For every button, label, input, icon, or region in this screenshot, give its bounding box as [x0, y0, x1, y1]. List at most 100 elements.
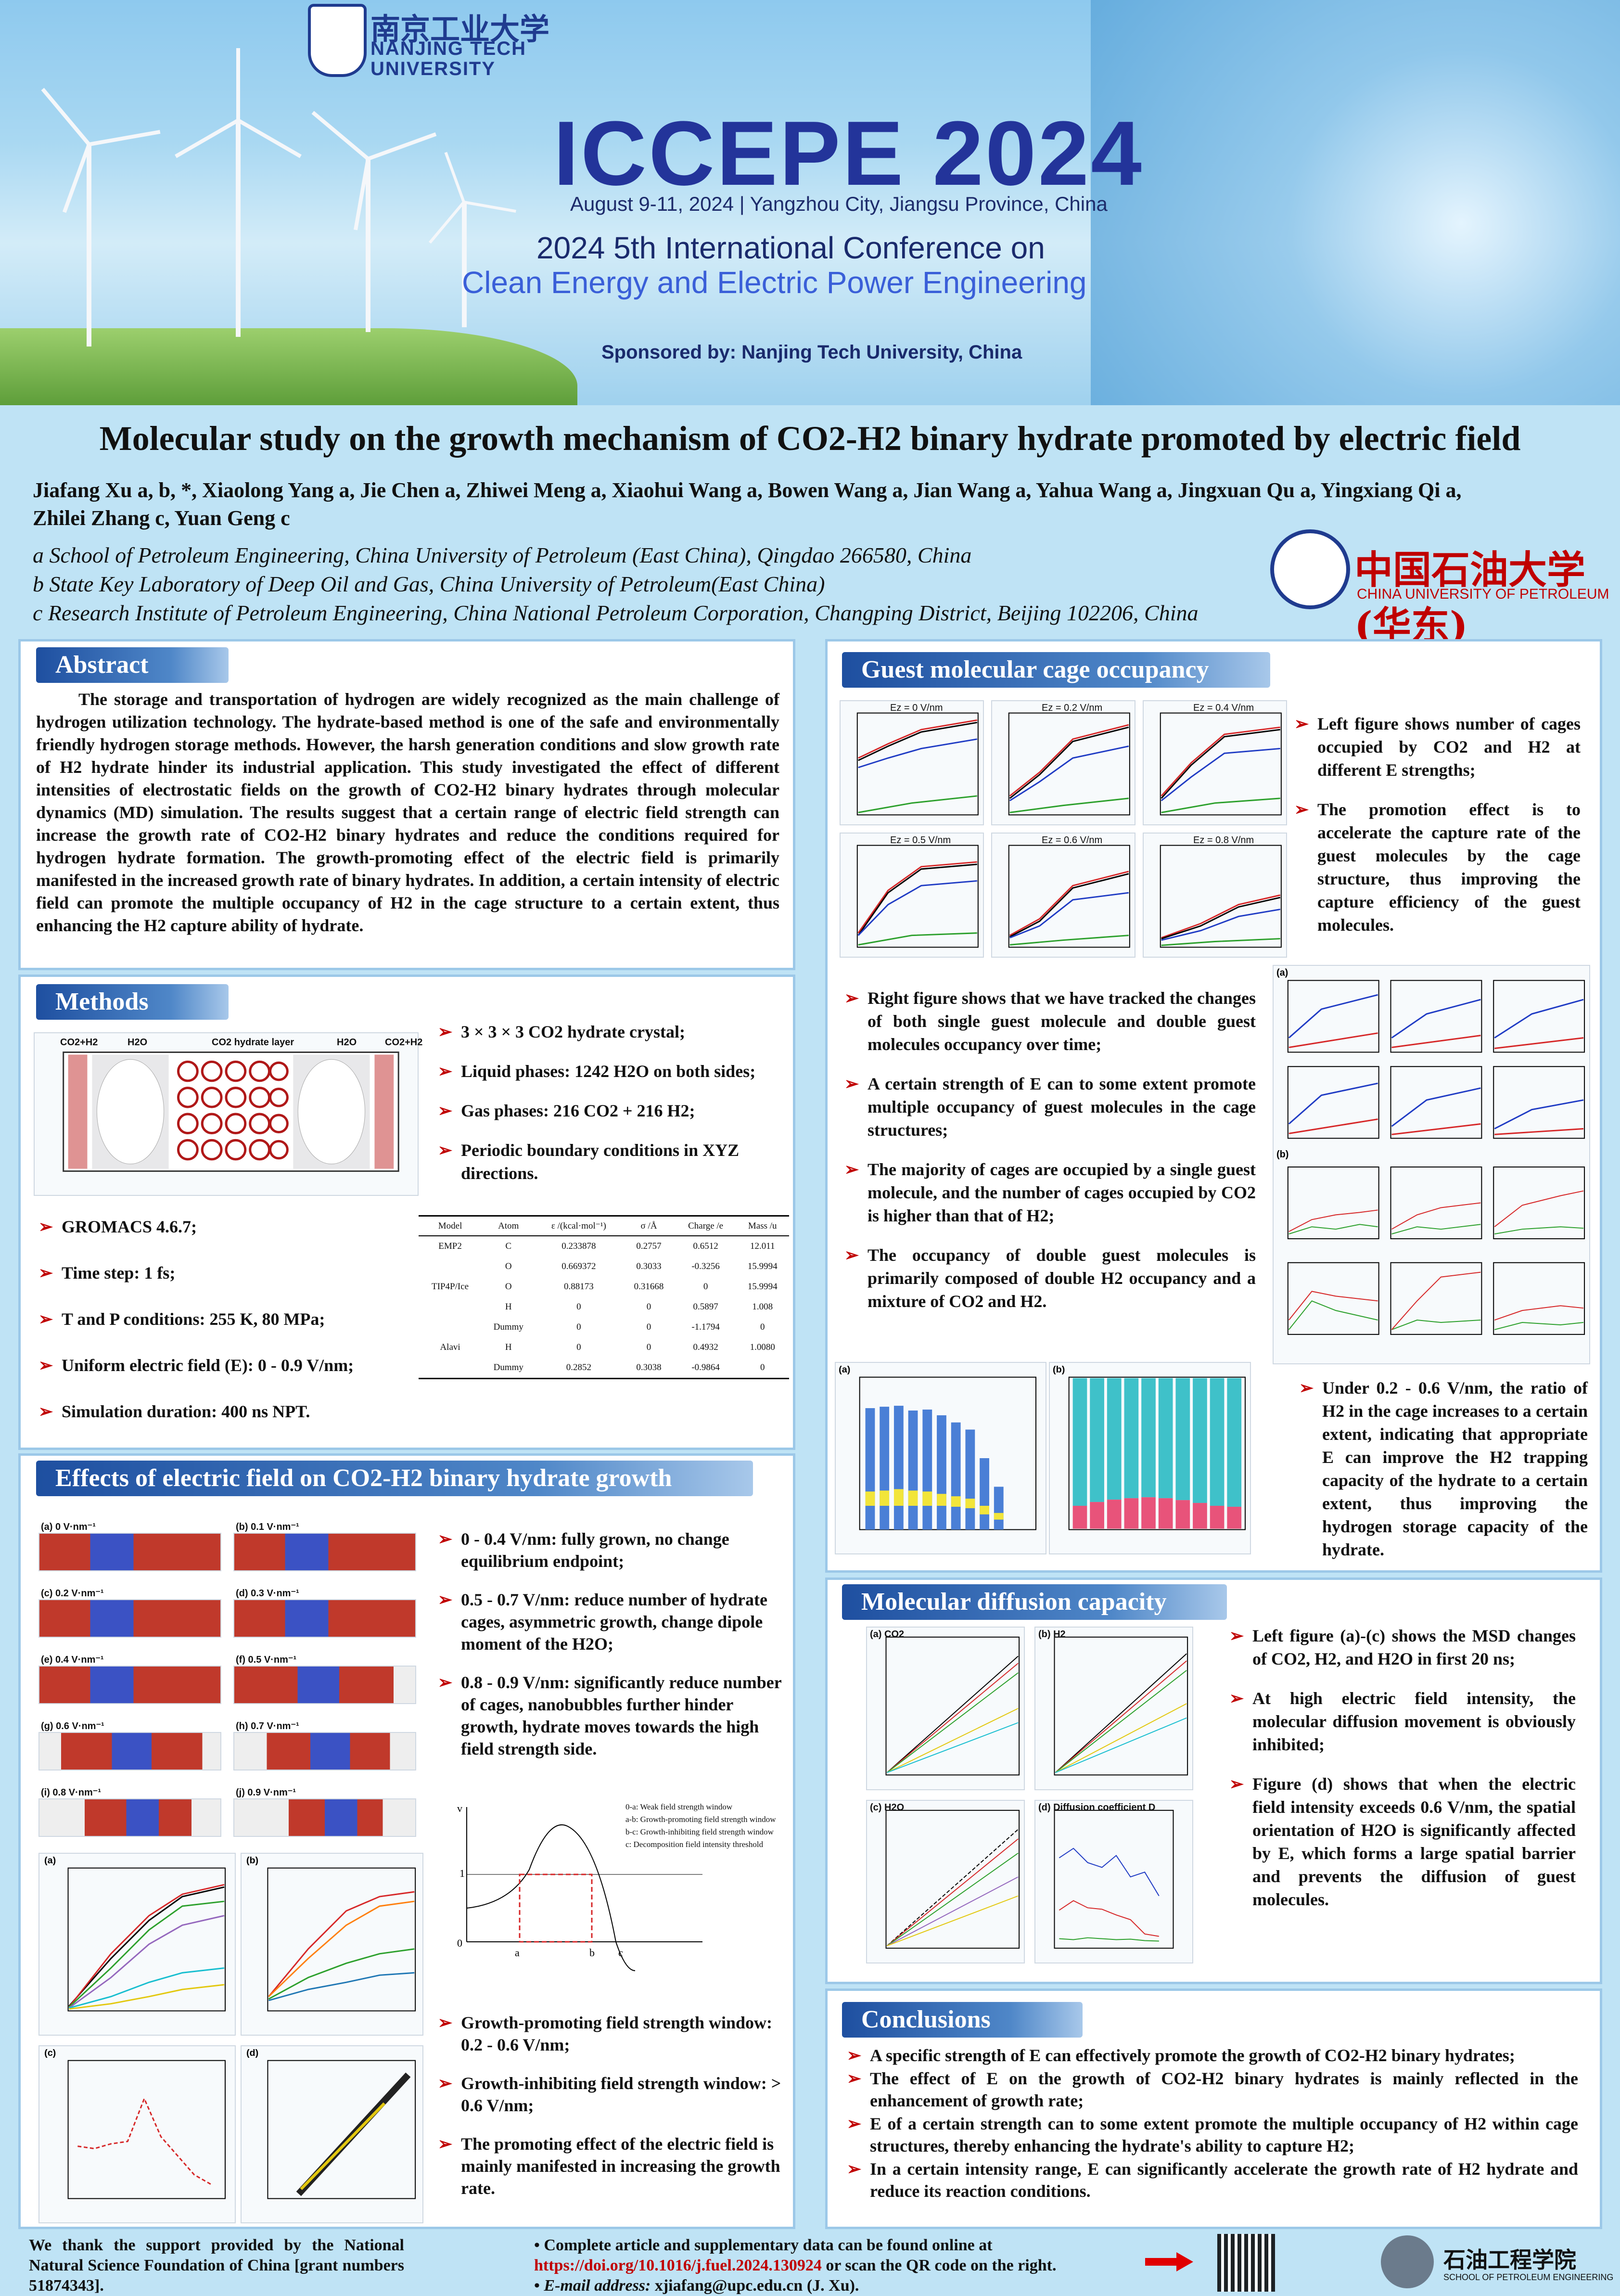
- msd-h2o-plot: [866, 1800, 1025, 1963]
- svg-text:a: a: [515, 1947, 520, 1959]
- snapshot-image: [38, 1666, 221, 1704]
- cup-name-en: CHINA UNIVERSITY OF PETROLEUM: [1357, 586, 1609, 602]
- table-header: Charge /e: [675, 1215, 736, 1236]
- snapshot-image: [38, 1732, 221, 1770]
- list-item: Uniform electric field (E): 0 - 0.9 V/nm…: [38, 1354, 423, 1377]
- svg-text:(a): (a): [839, 1364, 850, 1375]
- diffusion-heading: Molecular diffusion capacity: [842, 1584, 1227, 1620]
- snapshot-image: [233, 1599, 416, 1638]
- list-item: Growth-inhibiting field strength window:…: [438, 2072, 784, 2116]
- occupancy-plot: [840, 700, 984, 825]
- cage-vs-fd-plot: (d): [241, 2045, 423, 2223]
- conference-subtitle-2: Clean Energy and Electric Power Engineer…: [462, 265, 1087, 300]
- school-name-cn: 石油工程学院: [1443, 2247, 1576, 2273]
- list-item: 0.8 - 0.9 V/nm: significantly reduce num…: [438, 1671, 784, 1760]
- svg-text:(c): (c): [44, 2048, 56, 2058]
- conference-sponsor: Sponsored by: Nanjing Tech University, C…: [601, 342, 1022, 363]
- abstract-heading: Abstract: [36, 647, 229, 683]
- banner-glow: [1091, 0, 1620, 405]
- snapshot-image: [233, 1666, 416, 1704]
- school-name-en: SCHOOL OF PETROLEUM ENGINEERING: [1443, 2272, 1614, 2282]
- affiliation-b: b State Key Laboratory of Deep Oil and G…: [33, 572, 825, 596]
- msd-h2-plot: [1034, 1627, 1193, 1790]
- dipole-plot: (b): [241, 1853, 423, 2036]
- footer-links: • Complete article and supplementary dat…: [534, 2236, 1057, 2295]
- list-item: A certain strength of E can to some exte…: [844, 1072, 1256, 1142]
- email-link[interactable]: xjiafang@upc.edu.cn: [654, 2277, 803, 2295]
- guest-list-2: Right figure shows that we have tracked …: [844, 987, 1256, 1329]
- table-header: Model: [419, 1215, 482, 1236]
- occupancy-plot: [1143, 833, 1287, 958]
- guest-ratio-bar-chart: (b): [1049, 1362, 1251, 1554]
- university-name-cn: 南京工业大学: [370, 12, 550, 47]
- affiliation-a: a School of Petroleum Engineering, China…: [33, 543, 972, 567]
- list-item: At high electric field intensity, the mo…: [1229, 1687, 1576, 1756]
- list-item: Simulation duration: 400 ns NPT.: [38, 1400, 423, 1423]
- list-item: A specific strength of E can effectively…: [847, 2044, 1578, 2066]
- occupancy-plot: [991, 833, 1135, 958]
- snapshot-image: [38, 1533, 221, 1571]
- list-item: The promoting effect of the electric fie…: [438, 2133, 784, 2199]
- svg-text:(b): (b): [1276, 1149, 1288, 1160]
- list-item: E of a certain strength can to some exte…: [847, 2113, 1578, 2157]
- conclusions-heading: Conclusions: [842, 2002, 1083, 2038]
- force-field-table: Model Atom ε /(kcal·mol⁻¹) σ /Å Charge /…: [419, 1215, 789, 1379]
- table-header: Mass /u: [736, 1215, 789, 1236]
- qr-code[interactable]: [1217, 2234, 1275, 2292]
- methods-setup-list: 3 × 3 × 3 CO2 hydrate crystal; Liquid ph…: [438, 1020, 789, 1201]
- diffusion-coefficient-plot: [1034, 1800, 1193, 1963]
- affiliations: a School of Petroleum Engineering, China…: [33, 541, 1198, 628]
- table-row: Dummy 0.2852 0.3038 -0.9864 0: [419, 1358, 789, 1379]
- methods-heading: Methods: [36, 984, 229, 1020]
- list-item: 0.5 - 0.7 V/nm: reduce number of hydrate…: [438, 1589, 784, 1655]
- abstract-panel: [18, 639, 795, 970]
- table-row: Alavi H 0 0 0.4932 1.0080: [440, 1342, 775, 1352]
- cup-logo: [1270, 529, 1350, 609]
- list-item: Periodic boundary conditions in XYZ dire…: [438, 1139, 789, 1185]
- list-item: Liquid phases: 1242 H2O on both sides;: [438, 1060, 789, 1083]
- conference-title: ICCEPE 2024: [553, 103, 1144, 205]
- svg-text:(a): (a): [1276, 967, 1288, 978]
- cage-count-bar-chart: (a): [835, 1362, 1046, 1554]
- list-item: Gas phases: 216 CO2 + 216 H2;: [438, 1099, 789, 1122]
- list-item: Growth-promoting field strength window: …: [438, 2012, 784, 2056]
- list-item: The occupancy of double guest molecules …: [844, 1244, 1256, 1313]
- poster-title: Molecular study on the growth mechanism …: [99, 419, 1521, 458]
- university-name-en: NANJING TECH UNIVERSITY: [370, 38, 527, 79]
- list-item: Left figure shows number of cages occupi…: [1294, 712, 1581, 782]
- njtech-logo: [308, 4, 367, 77]
- svg-text:0: 0: [457, 1937, 462, 1949]
- list-item: Time step: 1 fs;: [38, 1261, 423, 1284]
- svg-text:v: v: [457, 1802, 462, 1814]
- list-item: Right figure shows that we have tracked …: [844, 987, 1256, 1056]
- effects-window-list: Growth-promoting field strength window: …: [438, 2012, 784, 2216]
- conference-date: August 9-11, 2024 | Yangzhou City, Jiang…: [570, 192, 1108, 215]
- fig-label-gas-left: CO2+H2: [60, 1037, 98, 1048]
- table-row: TIP4P/Ice O 0.88173 0.31668 0 15.9994: [432, 1282, 778, 1292]
- occupancy-plot: [1143, 700, 1287, 825]
- list-item: The effect of E on the growth of CO2-H2 …: [847, 2067, 1578, 2112]
- doi-link[interactable]: https://doi.org/10.1016/j.fuel.2024.1309…: [534, 2257, 822, 2274]
- footer: [0, 2233, 1620, 2294]
- list-item: GROMACS 4.6.7;: [38, 1215, 423, 1238]
- guest-heading: Guest molecular cage occupancy: [842, 652, 1270, 688]
- svg-text:c: c: [618, 1947, 623, 1959]
- list-item: The majority of cages are occupied by a …: [844, 1158, 1256, 1227]
- list-item: The promotion effect is to accelerate th…: [1294, 798, 1581, 936]
- guest-list-1: Left figure shows number of cages occupi…: [1294, 712, 1581, 953]
- effects-heading: Effects of electric field on CO2-H2 bina…: [36, 1461, 753, 1496]
- table-row: O 0.669372 0.3033 -0.3256 15.9994: [505, 1261, 778, 1271]
- field-window-diagram: a b c 1 0 v: [452, 1797, 784, 1975]
- table-row: H 0 0 0.5897 1.008: [505, 1302, 773, 1312]
- occupancy-plot: [991, 700, 1135, 825]
- effects-findings-list: 0 - 0.4 V/nm: fully grown, no change equ…: [438, 1528, 784, 1776]
- window-legend: 0-a: Weak field strength window a-b: Gro…: [625, 1802, 776, 1849]
- banner-grass: [0, 328, 577, 405]
- svg-text:(b): (b): [1053, 1364, 1065, 1375]
- svg-text:(b): (b): [246, 1855, 258, 1866]
- single-double-occupancy-figure: (a) (b): [1273, 965, 1590, 1364]
- author-list: Jiafang Xu a, b, *, Xiaolong Yang a, Jie…: [33, 478, 1462, 530]
- diffusion-list: Left figure (a)-(c) shows the MSD change…: [1229, 1624, 1576, 1927]
- school-logo: [1381, 2235, 1434, 2288]
- snapshot-image: [38, 1599, 221, 1638]
